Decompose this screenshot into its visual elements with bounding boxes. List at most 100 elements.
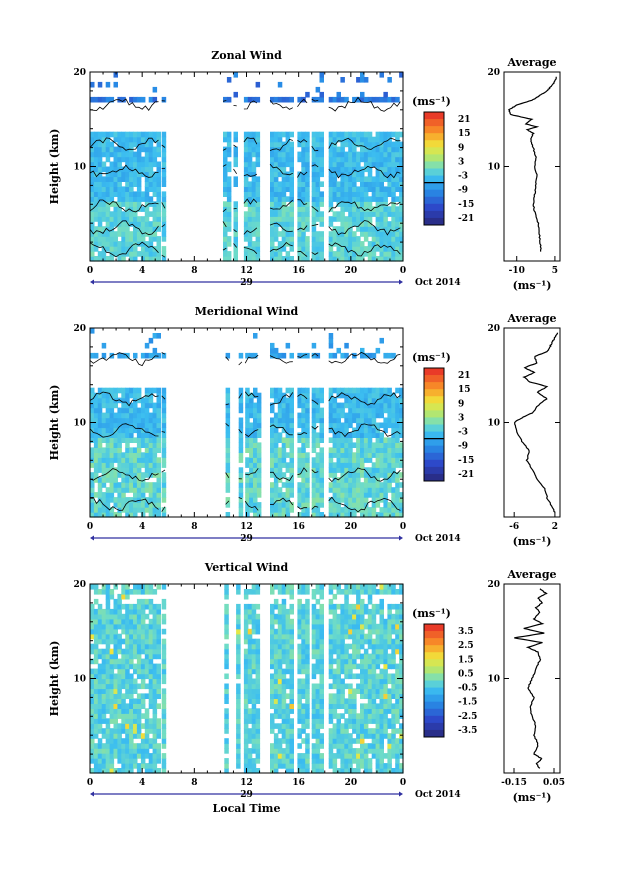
heatmap-cell [399,206,404,212]
heatmap-cell [251,648,257,655]
heatmap-cell [117,623,122,630]
heatmap-cell [285,432,291,438]
heatmap-cell [270,347,275,354]
heatmap-cell [101,251,107,257]
heatmap-cell [340,633,345,640]
heatmap-cell [129,648,134,655]
heatmap-cell [371,226,377,232]
heatmap-cell [225,397,231,404]
heatmap-cell [332,402,338,409]
heatmap-cell [281,472,287,478]
contour-line [269,242,293,252]
heatmap-cell [348,492,353,498]
heatmap-cell [301,417,306,424]
heatmap-cell [305,718,310,724]
heatmap-cell [101,728,107,734]
heatmap-cell [121,96,126,103]
heatmap-cell [251,589,257,595]
heatmap-cell [97,166,103,173]
heatmap-cell [399,442,404,448]
heatmap-cell [255,246,261,252]
heatmap-cell [301,643,306,650]
heatmap-cell [352,432,357,438]
heatmap-cell [140,613,146,620]
heatmap-cell [281,352,287,359]
heatmap-cell [136,638,142,645]
heatmap-cell [363,447,369,453]
heatmap-cell [371,638,377,645]
heatmap-cell [352,638,357,645]
heatmap-cell [97,608,103,615]
heatmap-cell [121,141,126,148]
heatmap-cell [129,733,134,739]
contour-line [243,247,258,254]
heatmap-cell [379,407,384,414]
colorbar-segment [424,126,444,134]
heatmap-cell [332,462,338,468]
heatmap-cell [148,482,154,488]
heatmap-cell [238,502,244,508]
heatmap-cell [144,392,150,399]
heatmap-cell [156,733,161,739]
heatmap-cell [148,412,154,419]
heatmap-cell [311,161,317,168]
heatmap-cell [395,427,400,434]
heatmap-cell [90,698,95,704]
heatmap-cell [255,186,261,192]
heatmap-cell [140,432,146,438]
heatmap-cell [251,201,257,207]
heatmap-cell [289,176,294,182]
heatmap-cell [273,467,279,473]
heatmap-cell [360,412,365,419]
heatmap-cell [121,713,126,719]
heatmap-cell [344,598,349,605]
heatmap-cell [113,72,118,78]
heatmap-cell [105,678,111,685]
heatmap-cell [93,492,99,498]
heatmap-cell [387,678,392,685]
heatmap-cell [371,256,377,262]
contour-line [245,468,259,476]
heatmap-cell [395,417,400,424]
heatmap-cell [371,748,377,754]
heatmap-cell [395,738,400,744]
heatmap-cell [375,427,381,434]
heatmap-cell [148,211,154,217]
contour-line [89,468,159,482]
heatmap-cell [245,487,250,493]
heatmap-cell [301,728,306,734]
heatmap-cell [125,442,130,448]
x-tick-label: 8 [191,266,197,276]
heatmap-cell [133,206,138,212]
heatmap-cell [225,352,231,359]
heatmap-cell [281,246,287,252]
heatmap-cell [311,417,317,424]
heatmap-cell [336,678,341,685]
heatmap-cell [348,417,353,424]
heatmap-cell [356,151,361,158]
heatmap-cell [236,673,241,680]
heatmap-cell [311,628,317,635]
heatmap-cell [97,191,103,197]
heatmap-cell [273,432,279,438]
heatmap-cell [399,412,404,419]
contour-line [161,352,166,355]
heatmap-cell [328,181,334,187]
heatmap-cell [93,241,99,247]
heatmap-cell [109,507,115,513]
heatmap-cell [273,251,279,257]
heatmap-cell [285,748,291,754]
heatmap-cell [363,492,369,498]
heatmap-cell [383,763,388,769]
heatmap-cell [93,452,99,458]
heatmap-cell [363,412,369,419]
heatmap-cell [93,658,99,665]
heatmap-cell [277,753,283,759]
heatmap-cell [315,492,321,498]
heatmap-cell [161,497,167,503]
heatmap-cell [105,427,111,434]
heatmap-cell [90,658,95,665]
heatmap-cell [121,753,126,759]
heatmap-cell [251,733,257,739]
heatmap-cell [249,457,254,463]
